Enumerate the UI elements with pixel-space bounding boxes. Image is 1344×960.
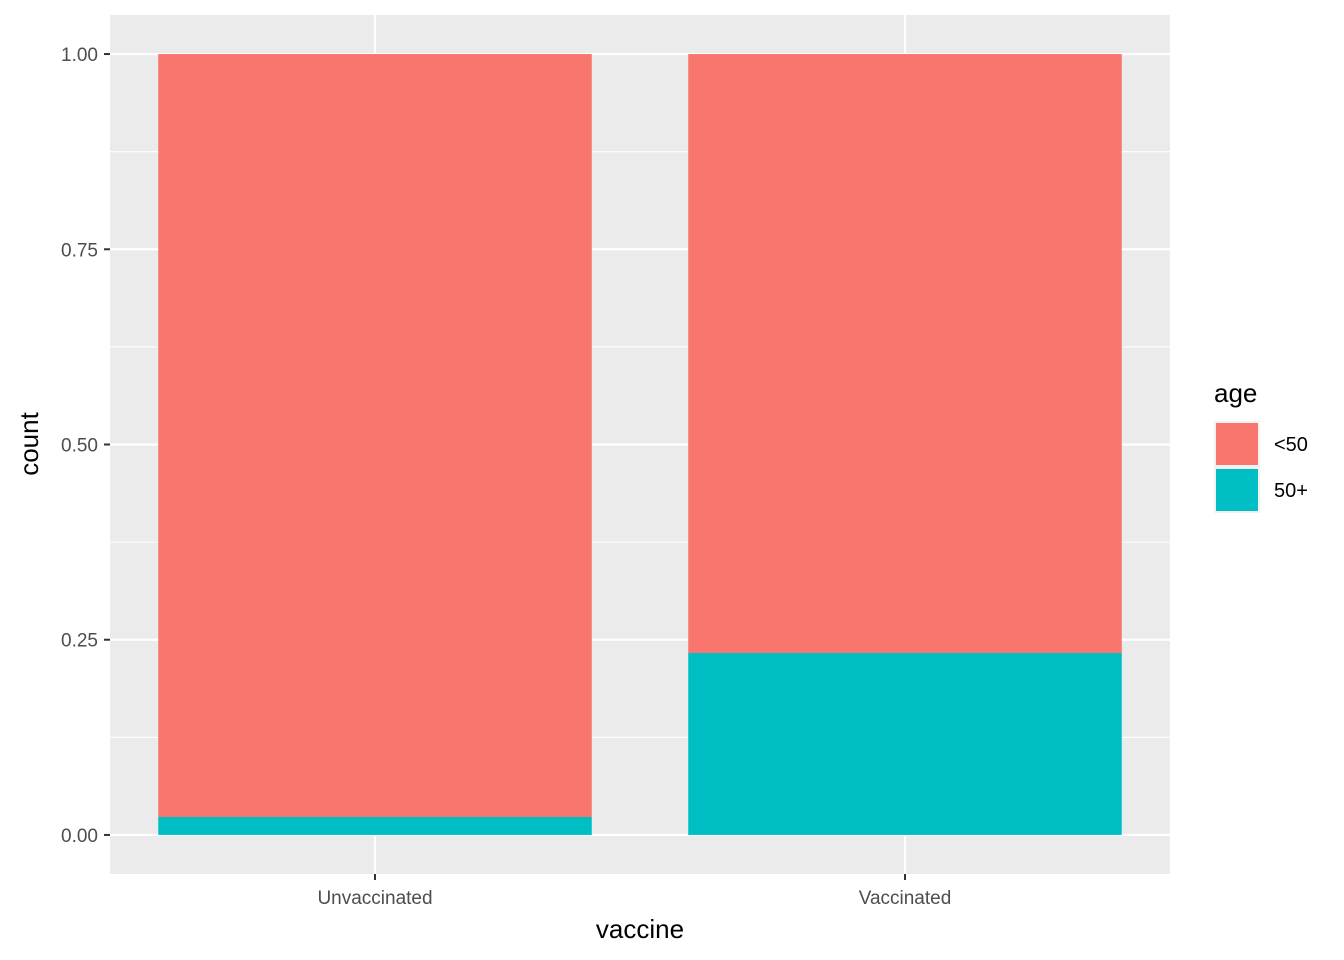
y-axis: 0.00 0.25 0.50 0.75 1.00 [61,45,110,847]
legend-title: age [1214,378,1257,408]
legend-label: 50+ [1274,480,1308,502]
x-axis: Unvaccinated Vaccinated [317,874,951,909]
y-tick-label: 0.50 [61,436,98,457]
bar-segment [688,653,1122,835]
y-tick-label: 0.75 [61,240,98,261]
y-axis-title: count [14,411,44,475]
x-axis-title: vaccine [596,914,684,944]
x-tick-label: Vaccinated [859,888,952,909]
x-tick-label: Unvaccinated [317,888,432,909]
y-tick-label: 0.25 [61,631,98,652]
bar-segment [158,816,592,835]
bars [158,54,1122,835]
y-tick-label: 1.00 [61,45,98,66]
legend-swatch [1216,423,1258,465]
y-tick-label: 0.00 [61,826,98,847]
bar-segment [158,54,592,817]
legend-label: <50 [1274,434,1308,456]
legend-swatch [1216,469,1258,511]
bar-segment [688,54,1122,654]
legend: age <50 50+ [1214,378,1308,513]
